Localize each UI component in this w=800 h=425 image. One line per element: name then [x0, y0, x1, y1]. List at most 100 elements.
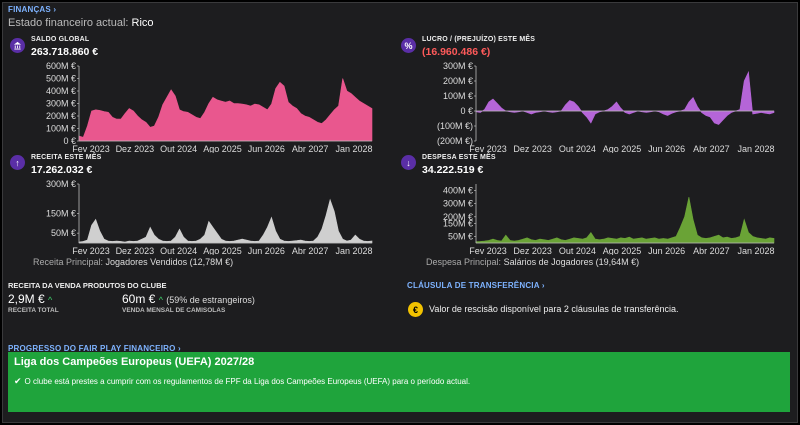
x-tick-label: Fev 2023: [72, 144, 110, 153]
ffp-link-label: PROGRESSO DO FAIR PLAY FINANCEIRO: [8, 344, 176, 353]
x-tick-label: Jan 2028: [737, 246, 774, 255]
y-tick-label: 0 €: [63, 136, 76, 146]
y-tick-label: 200M €: [443, 212, 473, 222]
x-tick-label: Dez 2023: [513, 144, 552, 153]
y-tick-label: 0 €: [460, 106, 473, 116]
x-tick-label: Abr 2027: [693, 144, 730, 153]
chevron-right-icon: ›: [541, 281, 545, 290]
x-tick-label: Ago 2025: [603, 246, 642, 255]
x-tick-label: Jun 2026: [248, 246, 285, 255]
x-tick-label: Abr 2027: [292, 144, 329, 153]
profit-chart: 300M € 200M € 100M € 0 € (100M €) (200M €)Fev…: [437, 61, 775, 153]
expense-chart: 400M € 300M € 200M €150M € 50M € Fev 2023 Dez…: [443, 184, 775, 255]
merch-monthly-label: VENDA MENSAL DE CAMISOLAS: [122, 307, 226, 314]
revenue-chart: 300M € 150M € 50M € Fev 2023 Dez 2023 Out 202…: [46, 179, 373, 255]
y-tick-label: 200M €: [46, 111, 76, 121]
ffp-banner: Liga dos Campeões Europeus (UEFA) 2027/2…: [8, 352, 790, 412]
y-tick-label: 150M €: [46, 209, 76, 219]
expense-label: DESPESA ESTE MÊS: [422, 154, 496, 161]
trend-up-icon: ^: [48, 295, 53, 305]
chevron-right-icon: ›: [53, 5, 57, 14]
x-tick-label: Out 2024: [559, 246, 596, 255]
x-tick-label: Jan 2028: [335, 144, 372, 153]
merch-total-label: RECEITA TOTAL: [8, 307, 59, 314]
bank-icon: [10, 38, 25, 53]
x-tick-label: Dez 2023: [513, 246, 552, 255]
area-series: [475, 197, 775, 244]
financial-status: Estado financeiro actual: Rico: [8, 17, 154, 29]
y-tick-label: 50M €: [448, 231, 473, 241]
area-series: [78, 78, 373, 142]
y-tick-label: 300M €: [46, 99, 76, 109]
revenue-label: RECEITA ESTE MÊS: [31, 154, 102, 161]
y-tick-label: 100M €: [443, 91, 473, 101]
merch-title: RECEITA DA VENDA PRODUTOS DO CLUBE: [8, 281, 167, 290]
expense-note: Despesa Principal: Salários de Jogadores…: [426, 257, 639, 267]
financial-status-label: Estado financeiro actual:: [8, 17, 129, 29]
y-tick-label: 500M €: [46, 74, 76, 84]
x-tick-label: Jun 2026: [648, 246, 685, 255]
transfer-clause-link[interactable]: CLÁUSULA DE TRANSFERÊNCIA ›: [407, 281, 545, 290]
percent-icon: %: [401, 38, 416, 53]
chevron-right-icon: ›: [177, 344, 181, 353]
x-tick-label: Abr 2027: [292, 246, 329, 255]
finances-link[interactable]: FINANÇAS ›: [8, 5, 56, 14]
area-series: [475, 70, 775, 125]
y-tick-label: 600M €: [46, 61, 76, 71]
x-tick-label: Jun 2026: [648, 144, 685, 153]
x-tick-label: Fev 2023: [469, 144, 507, 153]
x-tick-label: Jan 2028: [737, 144, 774, 153]
y-tick-label: 400M €: [443, 186, 473, 196]
y-tick-label: (100M €): [437, 121, 473, 131]
transfer-clause-link-label: CLÁUSULA DE TRANSFERÊNCIA: [407, 281, 540, 290]
area-series: [78, 198, 373, 244]
balance-value: 263.718.860 €: [31, 46, 99, 58]
transfer-clause-text: Valor de rescisão disponível para 2 cláu…: [429, 304, 679, 314]
x-tick-label: Ago 2025: [203, 144, 242, 153]
x-tick-label: Out 2024: [160, 246, 197, 255]
profit-label: LUCRO / (PREJUÍZO) ESTE MÊS: [422, 36, 536, 43]
x-tick-label: Ago 2025: [603, 144, 642, 153]
balance-label: SALDO GLOBAL: [31, 36, 90, 43]
x-tick-label: Jun 2026: [248, 144, 285, 153]
x-tick-label: Dez 2023: [116, 144, 155, 153]
x-tick-label: Ago 2025: [203, 246, 242, 255]
ffp-competition: Liga dos Campeões Europeus (UEFA) 2027/2…: [14, 356, 255, 368]
x-tick-label: Dez 2023: [116, 246, 155, 255]
euro-coin-icon: €: [408, 302, 423, 317]
merch-monthly-value: 60m €: [122, 292, 156, 306]
merch-monthly-note: (59% de estrangeiros): [166, 295, 255, 305]
merch-monthly: 60m € ^ (59% de estrangeiros): [122, 292, 255, 306]
x-tick-label: Abr 2027: [693, 246, 730, 255]
finances-link-label: FINANÇAS: [8, 5, 51, 14]
profit-value: (16.960.486 €): [422, 46, 491, 58]
trend-up-icon: ^: [158, 295, 163, 305]
expense-value: 34.222.519 €: [422, 164, 484, 176]
y-tick-label: 50M €: [51, 228, 76, 238]
y-tick-label: 150M €: [443, 218, 473, 228]
expense-note-label: Despesa Principal:: [426, 257, 502, 267]
y-tick-label: 100M €: [46, 124, 76, 134]
x-tick-label: Fev 2023: [72, 246, 110, 255]
merch-total-value: 2,9M €: [8, 292, 45, 306]
y-tick-label: (200M €): [437, 136, 473, 146]
revenue-value: 17.262.032 €: [31, 164, 93, 176]
x-tick-label: Out 2024: [160, 144, 197, 153]
y-tick-label: 300M €: [443, 61, 473, 71]
ffp-message-row: ✔ O clube está prestes a cumprir com os r…: [14, 376, 470, 387]
arrow-down-icon: ↓: [401, 155, 416, 170]
financial-status-value: Rico: [131, 17, 154, 29]
x-tick-label: Out 2024: [559, 144, 596, 153]
merch-total: 2,9M € ^: [8, 292, 52, 306]
revenue-note-value: Jogadores Vendidos (12,78M €): [105, 257, 234, 267]
x-tick-label: Fev 2023: [469, 246, 507, 255]
y-tick-label: 300M €: [443, 199, 473, 209]
revenue-note-label: Receita Principal:: [33, 257, 104, 267]
y-tick-label: 300M €: [46, 179, 76, 189]
y-tick-label: 400M €: [46, 86, 76, 96]
ffp-message: O clube está prestes a cumprir com os re…: [24, 377, 471, 386]
check-icon: ✔: [14, 376, 22, 386]
y-tick-label: 200M €: [443, 76, 473, 86]
balance-chart: 600M € 500M € 400M € 300M € 200M € 100M € 0 €F…: [46, 61, 373, 153]
ffp-link[interactable]: PROGRESSO DO FAIR PLAY FINANCEIRO ›: [8, 344, 181, 353]
